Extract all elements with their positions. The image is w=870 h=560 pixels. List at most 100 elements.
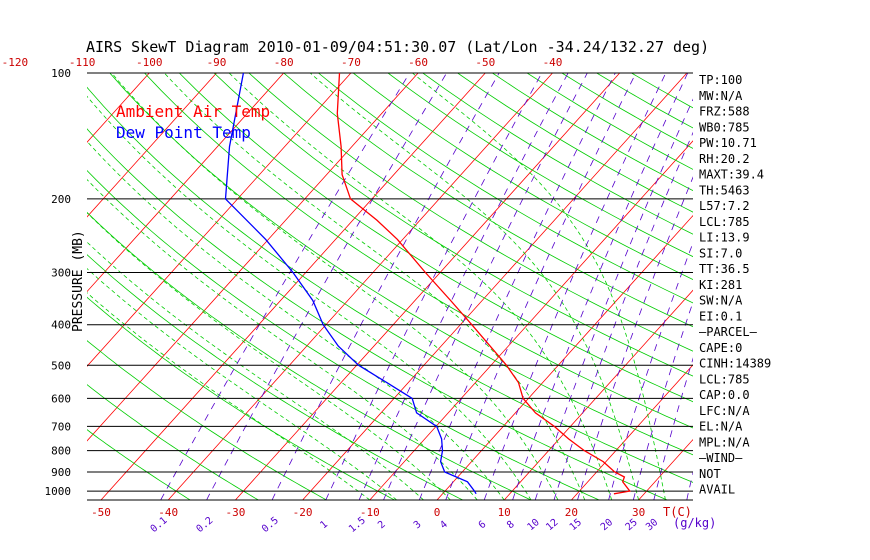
top-temp-tick-label: -110	[69, 56, 96, 69]
dry-adiabat-line	[248, 73, 693, 352]
moist-adiabat-line	[309, 73, 639, 500]
mixing-ratio-line	[577, 176, 693, 500]
isotherm-line	[167, 73, 553, 500]
index-text: FRZ:588	[699, 105, 750, 119]
dew-point-profile	[224, 73, 477, 495]
dry-adiabat-line	[422, 73, 693, 235]
index-text: SI:7.0	[699, 246, 742, 260]
index-text: —PARCEL—	[699, 325, 758, 339]
mixing-ratio-line	[534, 98, 693, 500]
mixing-ratio-label: 8	[505, 519, 517, 531]
mixing-ratio-label: 1	[318, 519, 330, 531]
index-text: MAXT:39.4	[699, 168, 764, 182]
moist-adiabat-line	[228, 73, 613, 500]
pressure-tick-label: 500	[51, 359, 71, 372]
index-text: NOT	[699, 467, 721, 481]
index-text: MW:N/A	[699, 89, 743, 103]
top-temp-tick-label: -40	[543, 56, 563, 69]
dry-adiabat-line	[87, 429, 191, 500]
index-text: LCL:785	[699, 215, 750, 229]
dry-adiabat-line	[352, 73, 693, 280]
index-text: TT:36.5	[699, 262, 750, 276]
dry-adiabat-line	[492, 73, 693, 192]
pressure-tick-label: 300	[51, 267, 71, 280]
index-text: PW:10.71	[699, 136, 757, 150]
isotherm-line	[0, 73, 82, 500]
index-text: L57:7.2	[699, 199, 750, 213]
pressure-tick-label: 100	[51, 67, 71, 80]
isobars	[87, 72, 693, 501]
mixing-ratio-label: 10	[525, 517, 541, 533]
top-temp-tick-label: -100	[136, 56, 163, 69]
dry-adiabat-line	[318, 73, 693, 304]
mixing-ratio-label: 12	[544, 517, 560, 533]
dry-adiabat-line	[87, 211, 532, 500]
top-temp-tick-label: -80	[274, 56, 294, 69]
bottom-temp-tick-label: -50	[91, 506, 111, 519]
mixing-ratio-label: 20	[599, 517, 615, 533]
index-text: AVAIL	[699, 483, 735, 497]
index-text: TP:100	[699, 73, 742, 87]
dry-adiabat-line	[179, 73, 693, 403]
pressure-tick-label: 400	[51, 319, 71, 332]
moist-adiabat-line	[87, 140, 505, 500]
moist-adiabat-line	[87, 241, 424, 500]
chart-title: AIRS SkewT Diagram 2010-01-09/04:51:30.0…	[86, 38, 709, 56]
index-text: KI:281	[699, 278, 742, 292]
top-temp-tick-label: -50	[475, 56, 495, 69]
isotherm-line	[503, 289, 693, 500]
isotherm-line	[100, 73, 486, 500]
mixing-ratio-line	[358, 73, 569, 500]
mixing-ratio-unit: (g/kg)	[673, 516, 716, 530]
bottom-temp-tick-label: -10	[360, 506, 380, 519]
mixing-ratio-line	[553, 131, 693, 500]
dry-adiabat-line	[87, 384, 259, 500]
legend-air-temp: Ambient Air Temp	[116, 102, 270, 121]
dry-adiabat-line	[213, 73, 693, 377]
index-text: CINH:14389	[699, 357, 771, 371]
y-axis-label: PRESSURE (MB)	[71, 230, 86, 332]
index-text: CAPE:0	[699, 341, 742, 355]
bottom-temp-tick-label: 20	[565, 506, 578, 519]
mixing-ratio-line	[512, 73, 689, 500]
pressure-tick-label: 600	[51, 392, 71, 405]
bottom-temp-tick-label: -20	[293, 506, 313, 519]
index-text: LFC:N/A	[699, 404, 750, 418]
dry-adiabat-line	[87, 254, 463, 500]
isotherm-line	[571, 364, 693, 500]
isotherm-line	[302, 73, 688, 500]
isotherm-line	[0, 73, 15, 500]
index-text: RH:20.2	[699, 152, 750, 166]
mixing-ratio-line	[325, 73, 543, 500]
index-text: —WIND—	[699, 451, 743, 465]
moist-adiabat-line	[87, 95, 532, 500]
dry-adiabat-line	[87, 340, 327, 500]
mixing-ratio-line	[483, 73, 667, 500]
bottom-temp-tick-label: 0	[434, 506, 441, 519]
pressure-tick-label: 900	[51, 466, 71, 479]
dry-adiabat-line	[87, 86, 693, 483]
mixing-ratio-label: 15	[568, 517, 584, 533]
isotherm-line	[773, 73, 870, 500]
dry-adiabat-line	[109, 73, 693, 456]
air-temp-profile	[336, 73, 631, 495]
pressure-tick-label: 700	[51, 420, 71, 433]
dry-adiabat-line	[87, 170, 600, 500]
mixing-ratio-line	[271, 73, 500, 500]
mixing-ratio-line	[206, 73, 447, 500]
mixing-ratio-line	[653, 357, 693, 500]
mixing-ratio-label: 6	[477, 519, 489, 531]
grid-lines	[0, 73, 870, 500]
isotherm-line	[87, 73, 217, 218]
bottom-temp-tick-label: -30	[225, 506, 245, 519]
moist-adiabat-line	[111, 73, 559, 500]
dry-adiabat-line	[144, 73, 693, 429]
index-text: TH:5463	[699, 183, 750, 197]
top-temp-tick-label: -90	[207, 56, 227, 69]
index-text: MPL:N/A	[699, 435, 750, 449]
legend-dew-point: Dew Point Temp	[116, 123, 251, 142]
top-temp-tick-label: -60	[408, 56, 428, 69]
top-temp-tick-label: -70	[341, 56, 361, 69]
isotherm-line	[87, 73, 352, 367]
